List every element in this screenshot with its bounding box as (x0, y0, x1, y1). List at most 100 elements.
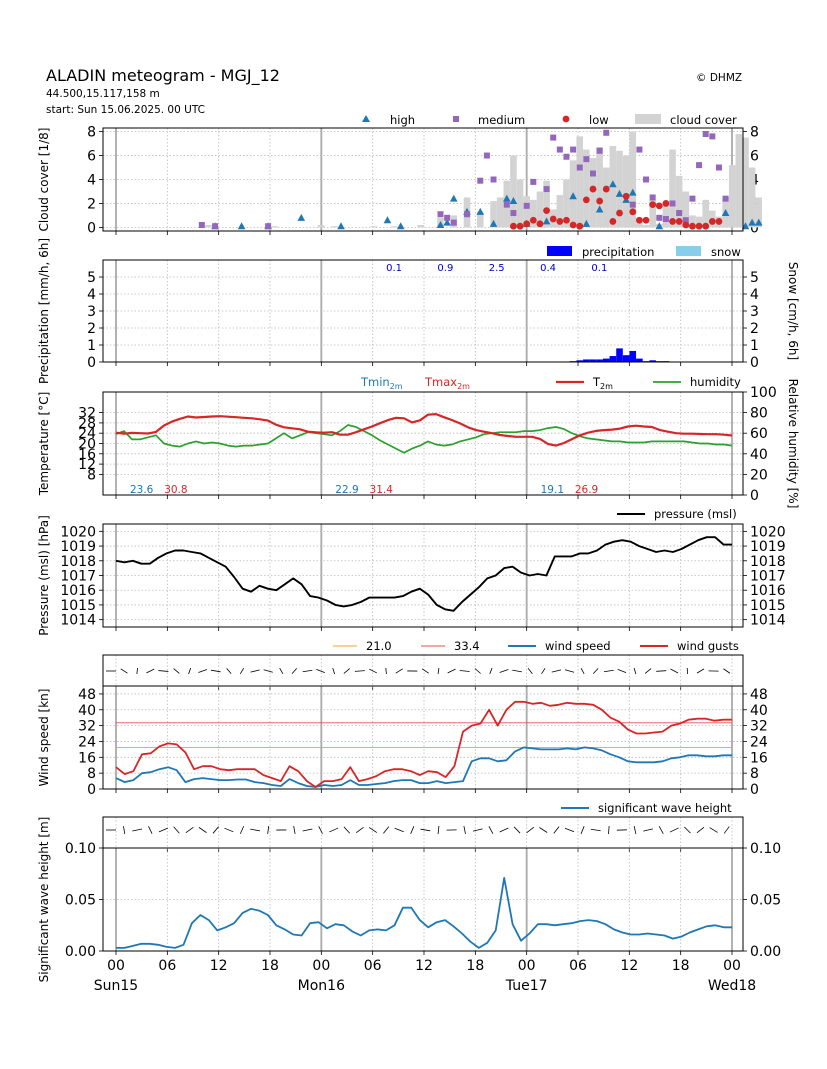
cloud-cover-bar (536, 191, 544, 228)
wind-direction-arrow (173, 668, 180, 674)
x-day-label: Sun15 (94, 978, 138, 994)
wind-direction-arrow (656, 670, 667, 672)
wave-direction-arrow (709, 827, 718, 833)
wave-direction-arrow (383, 826, 390, 834)
low-cloud-marker (642, 216, 650, 224)
cloud-cover-bar (675, 175, 683, 228)
wave-direction-arrow (564, 827, 575, 833)
medium-cloud-marker (212, 223, 219, 230)
y-tick-label-right: 1 (750, 338, 759, 354)
wind-direction-arrow (291, 668, 298, 674)
wave-direction-arrow (513, 826, 521, 834)
precipitation-bar (649, 360, 656, 362)
y-tick-label-right: 0 (750, 782, 759, 798)
wind-direction-arrow (633, 667, 637, 675)
y-tick-label: 4 (87, 287, 96, 303)
wave-panel: 0.00 0.00 0.05 0.05 0.10 0.10 Significant wave… (37, 801, 781, 982)
y-tick-label: 32 (78, 406, 96, 422)
wind-direction-arrow (210, 669, 221, 673)
y-axis-label: Pressure (msl) [hPa] (37, 515, 51, 636)
wave-direction-arrow (318, 826, 323, 834)
y-tick-label-right: 20 (750, 467, 768, 483)
pressure-legend-label: pressure (msl) (654, 507, 737, 521)
wave-direction-arrow (329, 827, 339, 833)
panel-border (102, 685, 744, 790)
tmin-legend: Tmin2m (360, 375, 403, 391)
low-cloud-marker (596, 197, 604, 205)
cloud-cover-bar (602, 167, 610, 228)
cloud-cover-bar (583, 149, 590, 228)
tmax-legend-sub: 2m (457, 382, 470, 391)
wind-direction-arrow (239, 667, 245, 675)
medium-cloud-marker (576, 164, 583, 171)
precipitation-bar (609, 356, 617, 362)
low-cloud-marker (669, 218, 676, 225)
low-cloud-marker (602, 185, 610, 193)
cloud-cover-bar (543, 180, 550, 228)
y-tick-label: 48 (78, 687, 96, 703)
wind-direction-arrow (120, 668, 128, 674)
cloud-panel: 0022446688Cloud cover [1/8]highmediumlow… (37, 113, 763, 236)
wave-direction-arrow (580, 826, 585, 834)
cloud-cover-bar (669, 149, 676, 228)
temp-extreme-label: 22.9 (335, 484, 358, 496)
low-cloud-marker (563, 216, 570, 224)
y-tick-label-right: 40 (750, 447, 768, 463)
wind-direction-arrow (723, 668, 731, 674)
low-cloud-marker (636, 216, 643, 224)
low-cloud-marker (543, 207, 550, 215)
y-tick-label-right: 16 (750, 750, 768, 766)
precip-sum-label: 0.4 (540, 263, 556, 274)
low-cloud-marker (649, 201, 657, 209)
wind-direction-arrow (316, 669, 325, 673)
cloud-cover-bar (476, 211, 484, 228)
cloud-cover-bar (596, 147, 603, 228)
y-tick-label-right: 32 (750, 719, 768, 735)
y-tick-label-right: 80 (750, 406, 768, 422)
x-tick-label: 12 (415, 958, 433, 974)
cloud-legend-label: cloud cover (670, 113, 737, 127)
high-cloud-marker (436, 221, 445, 229)
y-axis-label: Temperature [°C] (37, 392, 51, 497)
medium-cloud-marker (649, 194, 656, 201)
y-tick-label-right: 1016 (750, 583, 786, 599)
wind-direction-arrow (226, 668, 232, 674)
wave-direction-arrow (293, 825, 296, 835)
y-tick-label: 5 (87, 270, 96, 286)
cloud-cover-bar (589, 157, 597, 228)
wind-direction-arrow (541, 667, 546, 675)
precipitation-bar (629, 350, 637, 362)
y-tick-label: 8 (87, 467, 96, 483)
high-cloud-marker (449, 194, 458, 202)
precip-sum-label: 0.9 (437, 263, 453, 274)
medium-cloud-marker (570, 146, 577, 153)
low-cloud-marker (629, 208, 637, 216)
low-cloud-marker (549, 215, 557, 223)
wind-direction-arrow (421, 668, 429, 674)
y-tick-label-right: 3 (750, 304, 759, 320)
wave-direction-arrow (250, 828, 261, 832)
medium-cloud-marker (709, 133, 716, 140)
medium-cloud-marker (510, 210, 517, 217)
precipitation-bar (589, 359, 597, 362)
y-tick-label: 1020 (60, 524, 96, 540)
cloud-cover-bar (642, 225, 650, 228)
wave-direction-arrow (212, 826, 219, 834)
cloud-cover-bar (530, 199, 537, 228)
precipitation-bar (636, 358, 643, 362)
high-cloud-marker (396, 222, 405, 230)
cloud-cover-bar (317, 225, 325, 228)
high-cloud-marker (443, 218, 451, 226)
cloud-cover-bar (622, 155, 630, 228)
high-cloud-marker (489, 219, 498, 227)
y-tick-label-right: 1014 (750, 613, 786, 629)
wave-direction-arrow (633, 825, 637, 835)
cloud-cover-bar (682, 191, 690, 228)
high-cloud-marker (383, 216, 392, 224)
medium-cloud-marker (198, 222, 205, 229)
cloud-cover-bar (417, 225, 424, 228)
x-day-label: Mon16 (298, 978, 345, 994)
temp-extreme-label: 30.8 (164, 484, 187, 496)
